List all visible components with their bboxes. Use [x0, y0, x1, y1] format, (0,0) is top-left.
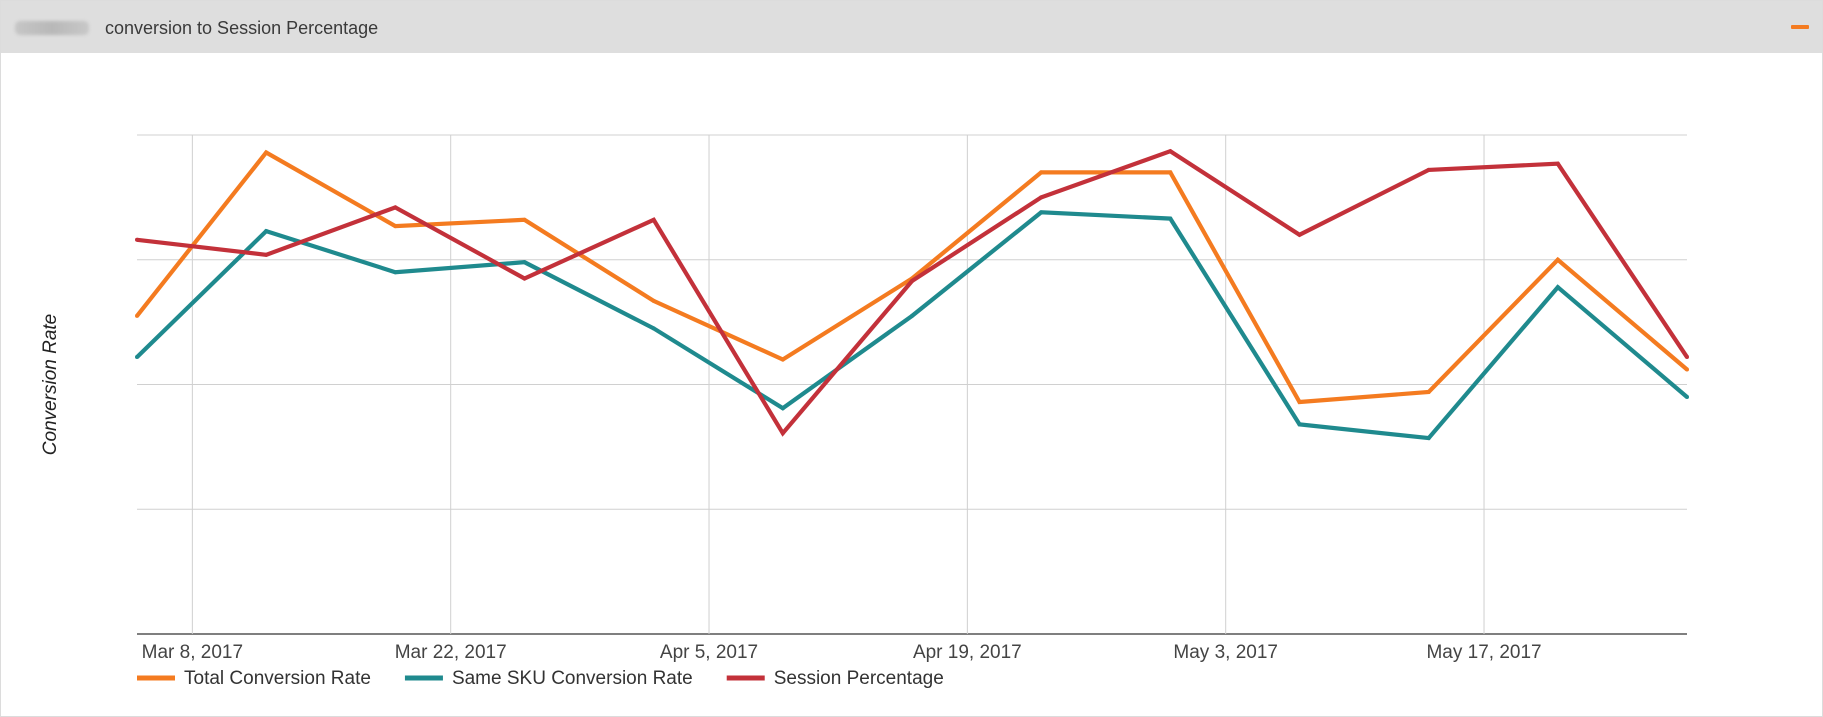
x-tick-label: Apr 19, 2017	[913, 642, 1022, 663]
series-1	[135, 149, 1689, 405]
data-point	[1685, 394, 1689, 399]
data-point	[651, 298, 656, 303]
data-point	[651, 217, 656, 222]
data-point	[1426, 436, 1431, 441]
x-tick-label: Mar 22, 2017	[395, 642, 507, 663]
panel-header: conversion to Session Percentage	[1, 1, 1822, 53]
data-point	[522, 260, 527, 265]
series-line	[136, 148, 1689, 437]
line-chart: Mar 8, 2017 Mar 22, 2017 Apr 5, 2017 Apr 19…	[40, 134, 1689, 689]
data-point	[522, 276, 527, 281]
data-point	[264, 252, 269, 257]
y-axis-title: Conversion Rate	[40, 314, 61, 456]
panel-title: conversion to Session Percentage	[105, 17, 379, 38]
data-point	[1685, 367, 1689, 372]
legend-label: Same SKU Conversion Rate	[452, 668, 693, 689]
data-point	[1555, 285, 1560, 290]
data-point	[264, 150, 269, 155]
x-axis-ticks: Mar 8, 2017 Mar 22, 2017 Apr 5, 2017 Apr 19…	[142, 642, 1542, 663]
series-2	[135, 210, 1689, 441]
data-point	[1426, 389, 1431, 394]
data-point	[1168, 170, 1173, 175]
data-point	[780, 357, 785, 362]
data-point	[1297, 232, 1302, 237]
x-tick-label: Apr 5, 2017	[660, 642, 758, 663]
redacted-title-prefix	[15, 21, 89, 35]
data-point	[264, 229, 269, 234]
data-point	[1168, 149, 1173, 154]
collapse-button[interactable]	[1786, 17, 1814, 37]
series-3	[135, 148, 1689, 437]
legend-label: Session Percentage	[774, 668, 944, 689]
data-point	[780, 431, 785, 436]
data-point	[1039, 170, 1044, 175]
data-point	[135, 237, 139, 242]
data-point	[1426, 167, 1431, 172]
panel-title-wrap: conversion to Session Percentage	[15, 17, 378, 39]
chart-series	[135, 148, 1689, 441]
x-tick-label: May 3, 2017	[1173, 642, 1278, 663]
data-point	[1039, 195, 1044, 200]
series-line	[135, 210, 1689, 441]
legend-item: Same SKU Conversion Rate	[404, 668, 693, 689]
data-point	[1168, 216, 1173, 221]
x-tick-label: Mar 8, 2017	[142, 642, 243, 663]
data-point	[135, 355, 139, 360]
data-point	[393, 205, 398, 210]
legend-label: Total Conversion Rate	[184, 668, 371, 689]
data-point	[1555, 257, 1560, 262]
data-point	[1297, 399, 1302, 404]
x-tick-label: May 17, 2017	[1426, 642, 1541, 663]
data-point	[135, 313, 139, 318]
data-point	[910, 313, 914, 318]
data-point	[1685, 355, 1689, 360]
minus-icon	[1791, 25, 1809, 29]
legend-item: Session Percentage	[726, 668, 944, 689]
data-point	[910, 278, 914, 283]
data-point	[651, 326, 656, 331]
data-point	[1297, 422, 1302, 427]
chart-legend: Total Conversion Rate Same SKU Conversion…	[137, 668, 944, 689]
legend-item: Total Conversion Rate	[137, 668, 371, 689]
data-point	[393, 270, 398, 275]
data-point	[522, 217, 527, 222]
data-point	[1039, 210, 1044, 215]
data-point	[780, 406, 785, 411]
data-point	[1555, 161, 1560, 166]
chart-grid	[137, 134, 1687, 635]
data-point	[393, 224, 398, 229]
